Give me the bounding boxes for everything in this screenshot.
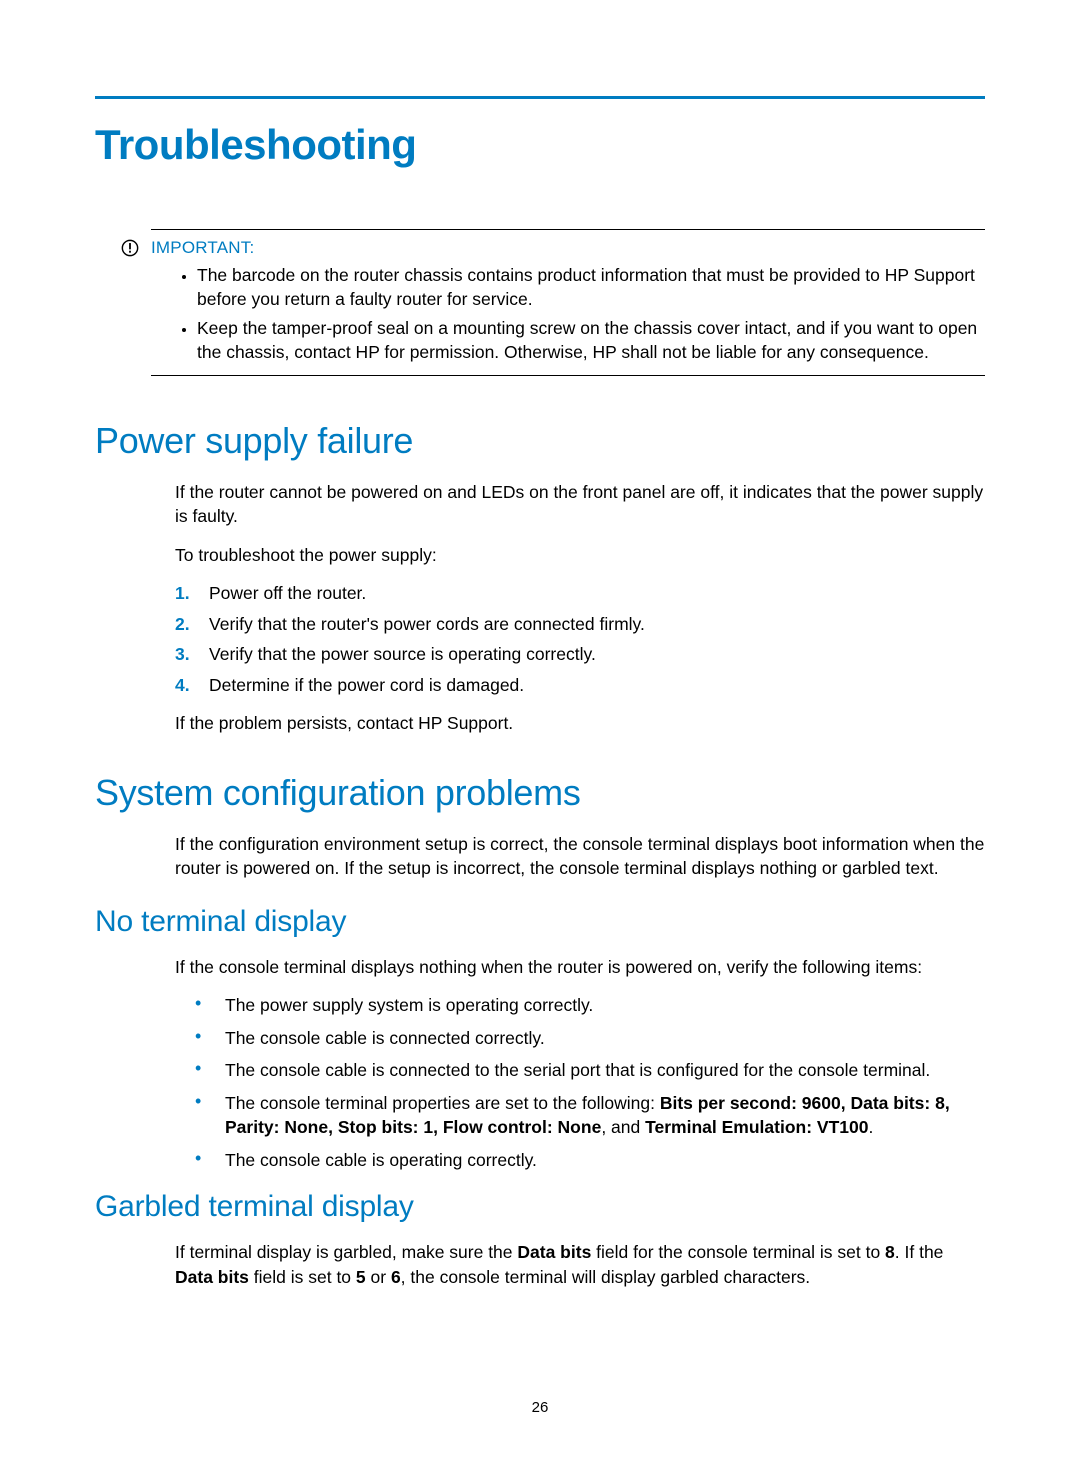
important-heading: IMPORTANT: [121,238,985,258]
list-item: The console terminal properties are set … [175,1091,985,1140]
subsection-body-noterm: If the console terminal displays nothing… [175,955,985,1173]
text: or [366,1267,391,1287]
subsection-body-garbled: If terminal display is garbled, make sur… [175,1240,985,1289]
list-item: The console cable is connected to the se… [175,1058,985,1083]
section-body-power: If the router cannot be powered on and L… [175,480,985,736]
text: , and [601,1117,645,1137]
bold-label: Data bits [517,1242,591,1262]
important-list: The barcode on the router chassis contai… [151,264,985,365]
section-body-sysconf: If the configuration environment setup i… [175,832,985,881]
text: , the console terminal will display garb… [401,1267,811,1287]
paragraph: If the configuration environment setup i… [175,832,985,881]
bold-value: 8 [885,1242,895,1262]
text: . [868,1117,873,1137]
list-item: Verify that the power source is operatin… [175,642,985,667]
text: field is set to [249,1267,356,1287]
paragraph: If the router cannot be powered on and L… [175,480,985,529]
important-rule-bottom [151,375,985,376]
list-item: Power off the router. [175,581,985,606]
important-rule [151,229,985,230]
section-heading-power: Power supply failure [95,420,985,462]
subsection-heading-noterm: No terminal display [95,905,985,939]
page-number: 26 [0,1399,1080,1416]
text: The console terminal properties are set … [225,1093,660,1113]
paragraph: If the console terminal displays nothing… [175,955,985,980]
important-icon [121,239,139,257]
bold-label: Terminal Emulation [645,1117,806,1137]
list-item: The power supply system is operating cor… [175,993,985,1018]
bold-value: : 9600 [791,1093,841,1113]
subsection-heading-garbled: Garbled terminal display [95,1190,985,1224]
top-rule [95,96,985,99]
bold-label: Data bits [175,1267,249,1287]
bold-label: , Stop bits [328,1117,413,1137]
list-item: The console cable is connected correctly… [175,1026,985,1051]
bold-value: 5 [356,1267,366,1287]
text: field for the console terminal is set to [591,1242,885,1262]
important-item: The barcode on the router chassis contai… [197,264,985,311]
important-block: IMPORTANT: The barcode on the router cha… [151,229,985,376]
bold-label: Bits per second [660,1093,791,1113]
page-title: Troubleshooting [95,121,985,169]
paragraph: If the problem persists, contact HP Supp… [175,711,985,736]
text: If terminal display is garbled, make sur… [175,1242,517,1262]
text: . If the [895,1242,944,1262]
bulleted-list: The power supply system is operating cor… [175,993,985,1172]
list-item: The console cable is operating correctly… [175,1148,985,1173]
important-label: IMPORTANT: [151,238,254,258]
bold-value: : 1 [413,1117,433,1137]
bold-value: 6 [391,1267,401,1287]
bold-value: : None [547,1117,601,1137]
list-item: Determine if the power cord is damaged. [175,673,985,698]
bold-value: : VT100 [806,1117,868,1137]
ordered-list: Power off the router. Verify that the ro… [175,581,985,697]
bold-value: : 8 [924,1093,944,1113]
bold-label: , Flow control [433,1117,547,1137]
important-item: Keep the tamper-proof seal on a mounting… [197,317,985,364]
document-page: Troubleshooting IMPORTANT: The barcode o… [0,0,1080,1466]
paragraph: To troubleshoot the power supply: [175,543,985,568]
paragraph: If terminal display is garbled, make sur… [175,1240,985,1289]
section-heading-sysconf: System configuration problems [95,772,985,814]
bold-value: : None [274,1117,328,1137]
bold-label: , Data bits [841,1093,925,1113]
list-item: Verify that the router's power cords are… [175,612,985,637]
